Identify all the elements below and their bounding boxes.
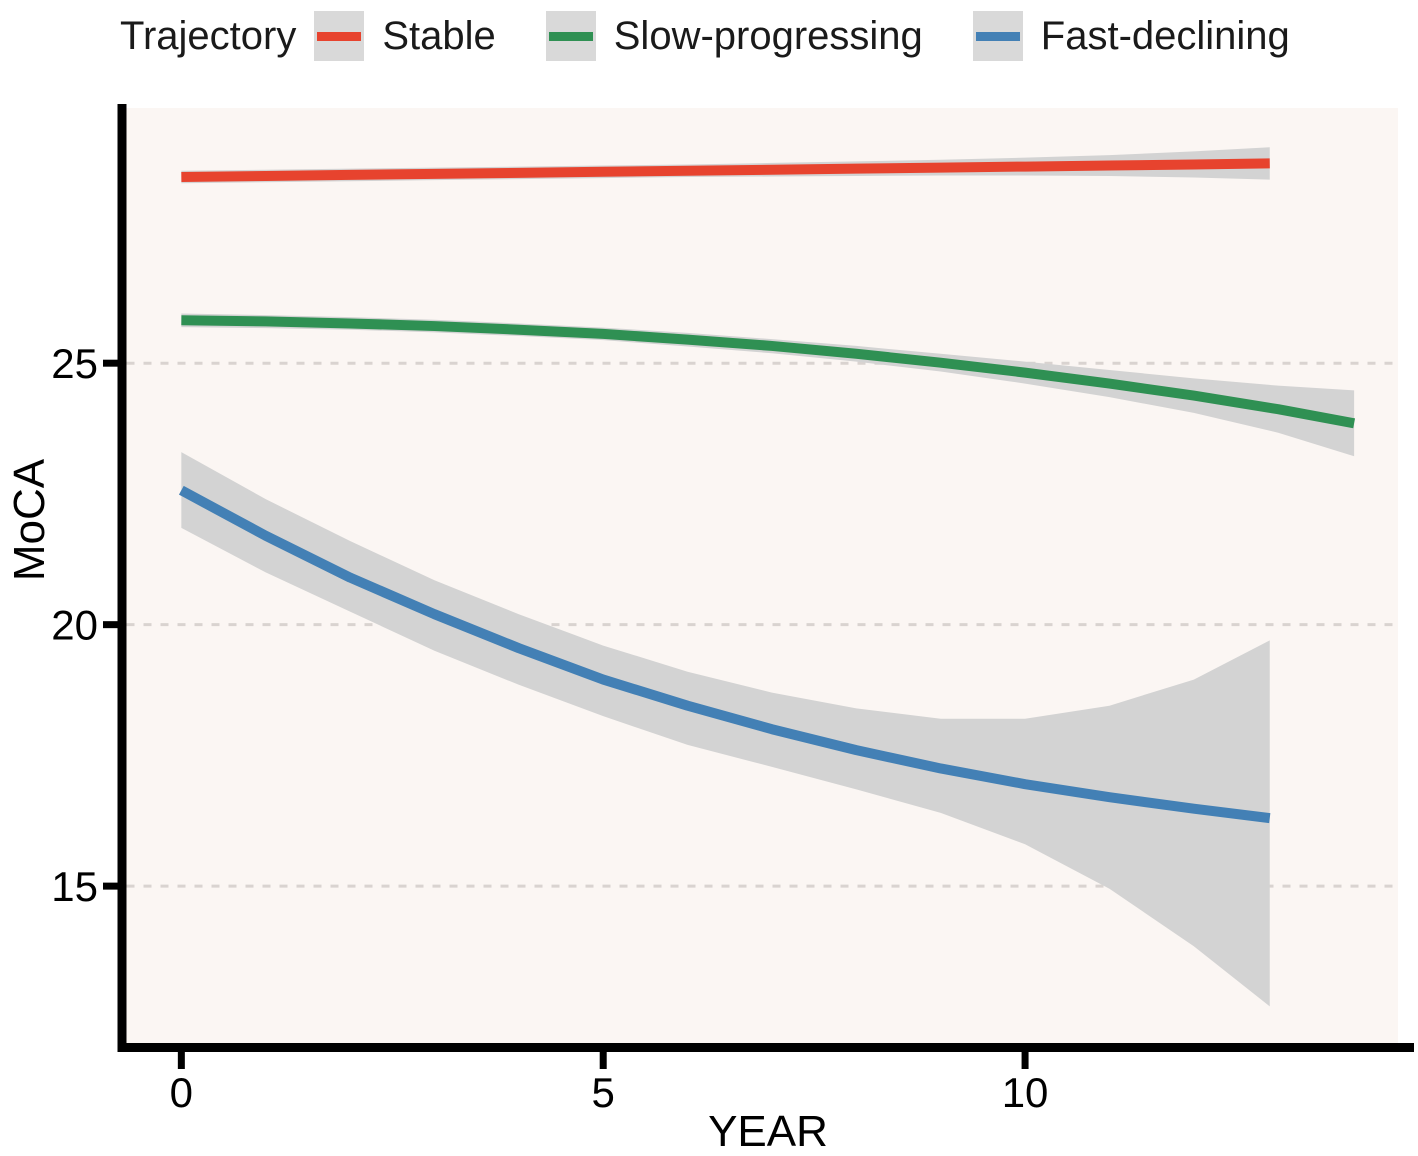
trend-lines	[178, 158, 1356, 824]
y-tick-label-25: 25	[51, 340, 98, 387]
x-axis-title: YEAR	[708, 1107, 828, 1156]
tick-marks	[103, 359, 1029, 1069]
fast-declining-key-icon	[972, 11, 1023, 61]
y-tick-label-15: 15	[51, 863, 98, 910]
legend-label-fast-declining: Fast-declining	[1040, 13, 1290, 58]
chart-legend: Trajectory Stable Slow-progressing Fast-…	[120, 8, 1340, 64]
trend-line-slow-progressing	[181, 315, 1356, 429]
trend-line-stable	[181, 158, 1270, 183]
stable-line-swatch	[317, 31, 362, 41]
stable-key-icon	[314, 11, 365, 61]
legend-label-stable: Stable	[382, 13, 496, 58]
axis-lines	[117, 104, 1414, 1052]
x-tick-label-5: 5	[592, 1069, 615, 1116]
confidence-band-fast-declining	[181, 452, 1270, 1007]
y-axis-title: MoCA	[5, 458, 54, 581]
legend-title: Trajectory	[120, 13, 297, 58]
legend-item-slow-progressing: Slow-progressing	[545, 11, 923, 61]
legend-label-slow-progressing: Slow-progressing	[613, 13, 923, 58]
tick-labels: 15 20 25 0 5 10	[51, 340, 1048, 1116]
fast-declining-line-swatch	[975, 31, 1020, 41]
slow-progressing-line-swatch	[548, 31, 593, 41]
legend-item-fast-declining: Fast-declining	[972, 11, 1290, 61]
trend-line-fast-declining	[178, 485, 1271, 824]
x-tick-label-10: 10	[1002, 1069, 1049, 1116]
x-tick-label-0: 0	[170, 1069, 193, 1116]
y-tick-label-20: 20	[51, 602, 98, 649]
slow-progressing-key-icon	[545, 11, 596, 61]
legend-item-stable: Stable	[314, 11, 496, 61]
